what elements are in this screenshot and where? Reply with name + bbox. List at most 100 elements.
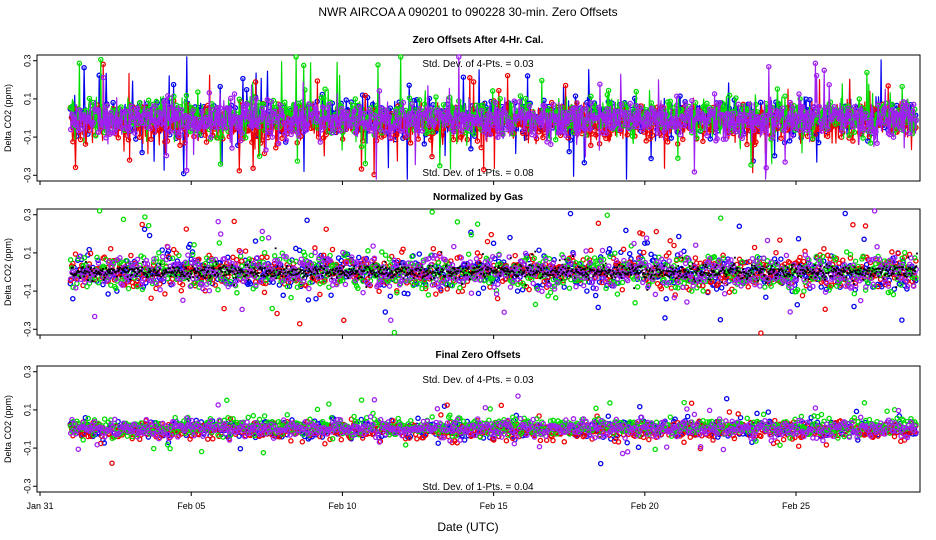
data-point bbox=[312, 245, 318, 251]
data-point bbox=[524, 73, 531, 79]
data-point bbox=[405, 291, 411, 297]
annotation-std-4pts: Std. Dev. of 4-Pts. = 0.03 bbox=[422, 59, 534, 70]
data-point bbox=[851, 290, 858, 297]
data-point bbox=[416, 281, 423, 287]
series-purple bbox=[67, 54, 919, 180]
plot-frame bbox=[36, 54, 921, 182]
data-point bbox=[736, 223, 743, 230]
data-point bbox=[572, 93, 579, 99]
data-point bbox=[421, 141, 428, 147]
data-point bbox=[146, 232, 153, 239]
data-point bbox=[91, 313, 98, 320]
data-point bbox=[778, 256, 784, 262]
data-point bbox=[187, 283, 194, 290]
data-point bbox=[700, 282, 706, 289]
data-point bbox=[773, 249, 779, 256]
panel-zero-offsets-after-cal: Zero Offsets After 4-Hr. Cal. Delta CO2 … bbox=[3, 35, 921, 185]
annotation-std-1pts: Std. Dev. of 1-Pts. = 0.08 bbox=[422, 168, 534, 179]
y-tick-label: 0.3 bbox=[22, 208, 32, 221]
data-point bbox=[356, 254, 362, 261]
y-tick-label: -0.1 bbox=[22, 129, 32, 145]
panel-normalized-by-gas: Normalized by Gas Delta CO2 (ppm) -0.3-0… bbox=[3, 192, 921, 339]
figure-title: NWR AIRCOA A 090201 to 090228 30-min. Ze… bbox=[318, 5, 617, 19]
y-tick-label: 0.3 bbox=[22, 54, 32, 67]
data-point bbox=[860, 253, 866, 259]
data-point bbox=[170, 81, 177, 88]
data-point bbox=[382, 252, 389, 258]
data-point bbox=[117, 255, 123, 261]
data-point bbox=[475, 290, 482, 297]
data-point bbox=[731, 288, 738, 295]
data-point bbox=[81, 255, 88, 261]
data-point bbox=[202, 132, 208, 138]
data-point bbox=[392, 277, 399, 284]
data-point bbox=[287, 258, 293, 265]
data-point bbox=[231, 218, 237, 225]
data-point bbox=[619, 286, 626, 293]
data-point bbox=[512, 252, 518, 259]
data-point bbox=[494, 295, 501, 302]
data-point bbox=[134, 256, 141, 263]
data-point bbox=[125, 285, 132, 292]
data-point bbox=[306, 285, 312, 292]
data-point bbox=[895, 250, 901, 257]
data-point bbox=[323, 226, 329, 232]
data-point bbox=[454, 219, 461, 225]
data-point bbox=[169, 255, 176, 261]
data-point bbox=[435, 259, 442, 266]
data-point bbox=[359, 92, 366, 98]
data-point bbox=[581, 159, 588, 166]
data-point bbox=[566, 285, 573, 291]
data-point bbox=[376, 288, 382, 295]
data-point bbox=[70, 295, 76, 302]
data-point bbox=[115, 135, 122, 141]
data-point bbox=[216, 240, 223, 246]
data-point bbox=[758, 330, 764, 336]
data-point bbox=[81, 64, 87, 71]
data-point bbox=[763, 294, 769, 300]
data-point bbox=[387, 293, 394, 299]
data-point bbox=[801, 288, 807, 294]
data-point bbox=[95, 260, 102, 266]
panel-title: Zero Offsets After 4-Hr. Cal. bbox=[413, 35, 544, 46]
data-point bbox=[274, 310, 280, 317]
data-point bbox=[409, 253, 415, 260]
data-point bbox=[433, 291, 439, 297]
data-point bbox=[717, 215, 724, 221]
data-point bbox=[179, 281, 186, 288]
data-point bbox=[677, 93, 683, 99]
data-point bbox=[212, 282, 219, 288]
y-tick-label: -0.1 bbox=[22, 283, 32, 299]
data-point bbox=[236, 167, 243, 174]
data-point bbox=[620, 246, 627, 253]
data-point bbox=[862, 223, 869, 229]
data-point bbox=[595, 220, 602, 227]
data-point bbox=[515, 281, 521, 288]
data-point bbox=[820, 253, 826, 260]
data-point bbox=[416, 251, 423, 257]
data-point bbox=[126, 157, 133, 163]
data-point bbox=[872, 261, 879, 267]
data-point bbox=[233, 256, 240, 263]
data-point bbox=[141, 226, 148, 233]
data-point bbox=[836, 260, 842, 266]
data-point bbox=[800, 258, 807, 265]
data-point bbox=[406, 82, 412, 89]
data-point bbox=[203, 255, 210, 261]
y-ticks: -0.3-0.10.10.3 bbox=[22, 54, 37, 183]
data-point bbox=[771, 153, 778, 159]
data-point bbox=[261, 289, 268, 296]
data-point bbox=[67, 257, 74, 263]
data-point bbox=[567, 210, 574, 217]
data-point bbox=[183, 226, 190, 232]
data-point bbox=[514, 288, 521, 294]
data-point bbox=[899, 317, 905, 323]
data-point bbox=[490, 240, 497, 247]
data-point bbox=[474, 221, 481, 227]
data-point bbox=[705, 289, 711, 295]
data-point bbox=[70, 138, 76, 145]
data-point bbox=[313, 295, 319, 302]
data-point bbox=[653, 228, 660, 235]
data-point bbox=[507, 234, 513, 241]
data-point bbox=[718, 285, 725, 291]
